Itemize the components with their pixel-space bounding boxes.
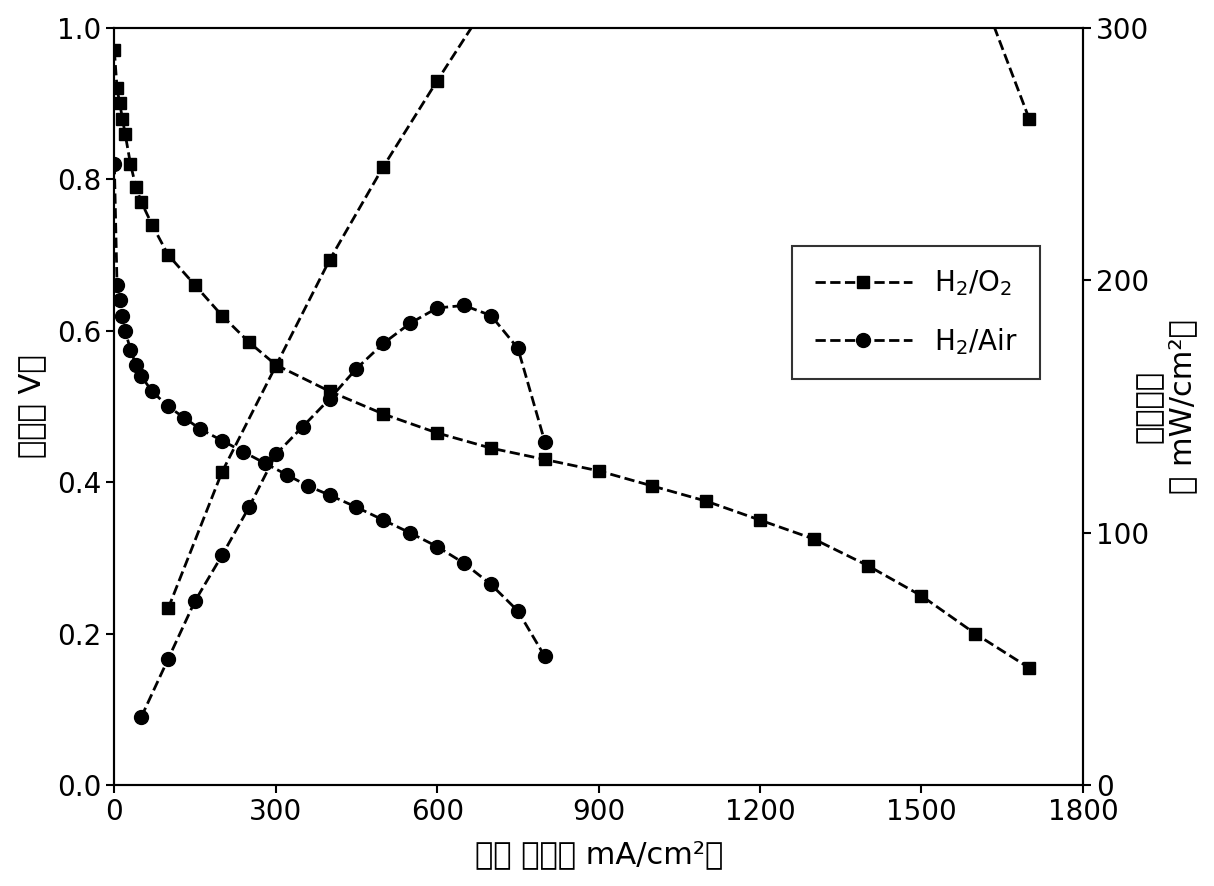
H$_2$/O$_2$: [861, 560, 875, 571]
H$_2$/Air: [107, 159, 121, 169]
H$_2$/O$_2$: [538, 455, 552, 465]
H$_2$/O$_2$: [268, 360, 283, 370]
H$_2$/Air: [215, 435, 229, 446]
H$_2$/O$_2$: [914, 591, 929, 602]
H$_2$/Air: [123, 345, 137, 355]
H$_2$/Air: [456, 558, 471, 569]
H$_2$/Air: [144, 386, 159, 397]
H$_2$/O$_2$: [134, 197, 148, 207]
Line: H$_2$/O$_2$: H$_2$/O$_2$: [108, 44, 1036, 674]
H$_2$/Air: [511, 606, 526, 617]
H$_2$/O$_2$: [144, 220, 159, 230]
H$_2$/O$_2$: [129, 182, 143, 192]
H$_2$/Air: [118, 325, 132, 336]
H$_2$/Air: [430, 541, 444, 552]
H$_2$/O$_2$: [430, 428, 444, 439]
H$_2$/O$_2$: [645, 481, 659, 492]
H$_2$/Air: [113, 295, 127, 306]
H$_2$/Air: [177, 413, 192, 424]
H$_2$/Air: [237, 447, 251, 457]
Y-axis label: 电压（ V）: 电压（ V）: [17, 354, 46, 458]
H$_2$/O$_2$: [242, 337, 256, 347]
H$_2$/Air: [322, 490, 336, 501]
H$_2$/O$_2$: [806, 533, 821, 544]
H$_2$/Air: [161, 401, 176, 412]
H$_2$/Air: [350, 501, 364, 512]
H$_2$/Air: [483, 579, 498, 590]
H$_2$/O$_2$: [1022, 663, 1037, 673]
H$_2$/O$_2$: [483, 443, 498, 454]
H$_2$/Air: [193, 424, 208, 434]
Line: H$_2$/Air: H$_2$/Air: [107, 157, 552, 664]
H$_2$/O$_2$: [118, 128, 132, 139]
H$_2$/Air: [109, 280, 124, 291]
H$_2$/O$_2$: [113, 98, 127, 109]
H$_2$/O$_2$: [123, 159, 137, 169]
H$_2$/O$_2$: [591, 465, 606, 476]
H$_2$/O$_2$: [753, 515, 767, 525]
H$_2$/Air: [279, 470, 294, 480]
H$_2$/Air: [376, 515, 391, 525]
H$_2$/O$_2$: [109, 83, 124, 94]
H$_2$/Air: [115, 310, 130, 321]
H$_2$/O$_2$: [376, 408, 391, 419]
H$_2$/Air: [301, 481, 316, 492]
H$_2$/Air: [257, 458, 272, 469]
Legend: H$_2$/O$_2$, H$_2$/Air: H$_2$/O$_2$, H$_2$/Air: [793, 246, 1040, 379]
H$_2$/Air: [134, 371, 148, 382]
H$_2$/O$_2$: [188, 280, 203, 291]
H$_2$/O$_2$: [968, 628, 982, 639]
H$_2$/O$_2$: [699, 496, 714, 507]
X-axis label: 电流 密度（ mA/cm²）: 电流 密度（ mA/cm²）: [475, 840, 722, 869]
H$_2$/Air: [129, 360, 143, 370]
H$_2$/O$_2$: [115, 113, 130, 124]
H$_2$/Air: [403, 528, 418, 539]
H$_2$/O$_2$: [322, 386, 336, 397]
Y-axis label: 功率密度
（ mW/cm²）: 功率密度 （ mW/cm²）: [1135, 319, 1197, 494]
H$_2$/O$_2$: [215, 310, 229, 321]
H$_2$/Air: [538, 651, 552, 662]
H$_2$/O$_2$: [107, 45, 121, 56]
H$_2$/O$_2$: [161, 250, 176, 260]
